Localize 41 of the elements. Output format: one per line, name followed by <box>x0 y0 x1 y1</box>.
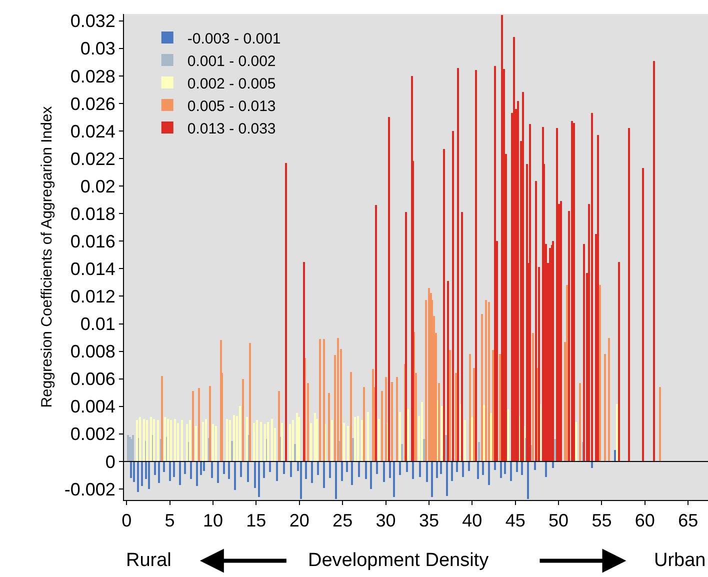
x-tick-label: 5 <box>164 510 175 531</box>
y-tick-label: 0.016 <box>70 231 116 252</box>
x-tick-label: 65 <box>678 510 698 531</box>
x-tick-label: 15 <box>246 510 266 531</box>
legend-label: 0.001 - 0.002 <box>187 52 276 70</box>
x-tick-label: 35 <box>418 510 439 531</box>
y-tick-label: 0.02 <box>80 176 116 196</box>
y-tick-label: 0.008 <box>70 342 116 362</box>
legend-label: -0.003 - 0.001 <box>187 30 281 48</box>
x-tick-label: 55 <box>592 510 612 531</box>
y-tick-label: 0.024 <box>70 121 116 142</box>
y-tick-label: 0.028 <box>70 66 116 86</box>
y-tick-label: 0.01 <box>80 314 116 334</box>
y-tick-label: 0.03 <box>80 38 116 59</box>
x-tick-label: 30 <box>376 510 396 531</box>
y-tick-label: 0.006 <box>70 369 116 390</box>
y-axis-title: Reggresion Coefficients of Aggregarion Index <box>38 106 56 408</box>
y-tick-label: 0.012 <box>70 286 116 307</box>
y-tick-label: 0.022 <box>70 148 116 169</box>
x-tick-label: 40 <box>462 510 482 531</box>
y-tick-label: 0.018 <box>70 204 116 224</box>
x-tick-label: 50 <box>548 510 569 531</box>
text: Urban <box>654 550 706 571</box>
y-tick-label: 0.004 <box>70 396 116 417</box>
y-tick-label: 0 <box>105 452 116 472</box>
y-tick-label: 0.032 <box>70 11 116 32</box>
x-tick-label: 60 <box>634 510 655 531</box>
y-tick-label: 0.002 <box>70 424 116 444</box>
text: Rural <box>126 550 172 571</box>
legend-label: 0.002 - 0.005 <box>187 75 276 92</box>
x-tick-label: 45 <box>505 510 526 531</box>
x-axis-title: Development Density <box>308 550 490 571</box>
y-tick-label: 0.026 <box>70 94 116 114</box>
y-tick-label: 0.014 <box>70 259 116 279</box>
x-tick-label: 0 <box>122 510 132 531</box>
x-tick-label: 20 <box>289 510 310 531</box>
x-tick-label: 10 <box>202 510 223 531</box>
y-tick-label: -0.002 <box>64 479 116 500</box>
legend-label: 0.013 - 0.033 <box>187 120 276 138</box>
x-tick-label: 25 <box>332 510 353 531</box>
legend-label: 0.005 - 0.013 <box>187 98 276 115</box>
